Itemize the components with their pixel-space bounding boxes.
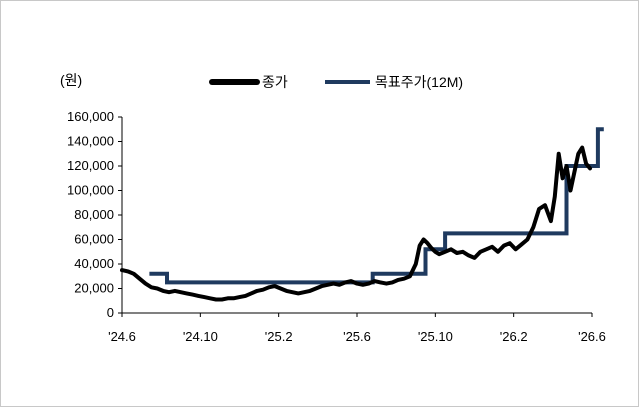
target-price-line xyxy=(149,127,604,285)
x-tick-label: '24.10 xyxy=(183,329,218,344)
y-tick-label: 160,000 xyxy=(67,109,114,124)
y-tick-label: 80,000 xyxy=(74,207,114,222)
y-tick-label: 0 xyxy=(107,305,114,320)
y-tick-label: 100,000 xyxy=(67,183,114,198)
y-tick-label: 20,000 xyxy=(74,281,114,296)
y-tick-label: 140,000 xyxy=(67,134,114,149)
y-tick-label: 60,000 xyxy=(74,232,114,247)
x-axis: '24.6 '24.10 '25.2 '25.6 '25.10 '26.2 '26.6 xyxy=(108,312,606,344)
x-tick-label: '24.6 xyxy=(108,329,136,344)
y-axis-unit-label: (원) xyxy=(60,72,82,88)
x-tick-label: '26.6 xyxy=(578,329,606,344)
legend: 종가 목표주가(12M) xyxy=(209,74,463,90)
x-tick-label: '26.2 xyxy=(500,329,528,344)
y-tick-label: 40,000 xyxy=(74,256,114,271)
y-tick-label: 120,000 xyxy=(67,158,114,173)
close-price-line xyxy=(120,145,592,302)
legend-target-label: 목표주가(12M) xyxy=(375,74,463,90)
series-layer xyxy=(120,127,604,302)
legend-close-label: 종가 xyxy=(262,74,288,90)
y-axis: 160,000 140,000 120,000 100,000 80,000 60,000… xyxy=(67,109,123,320)
x-tick-label: '25.2 xyxy=(265,329,293,344)
x-tick-label: '25.10 xyxy=(418,329,453,344)
x-tick-label: '25.6 xyxy=(343,329,371,344)
